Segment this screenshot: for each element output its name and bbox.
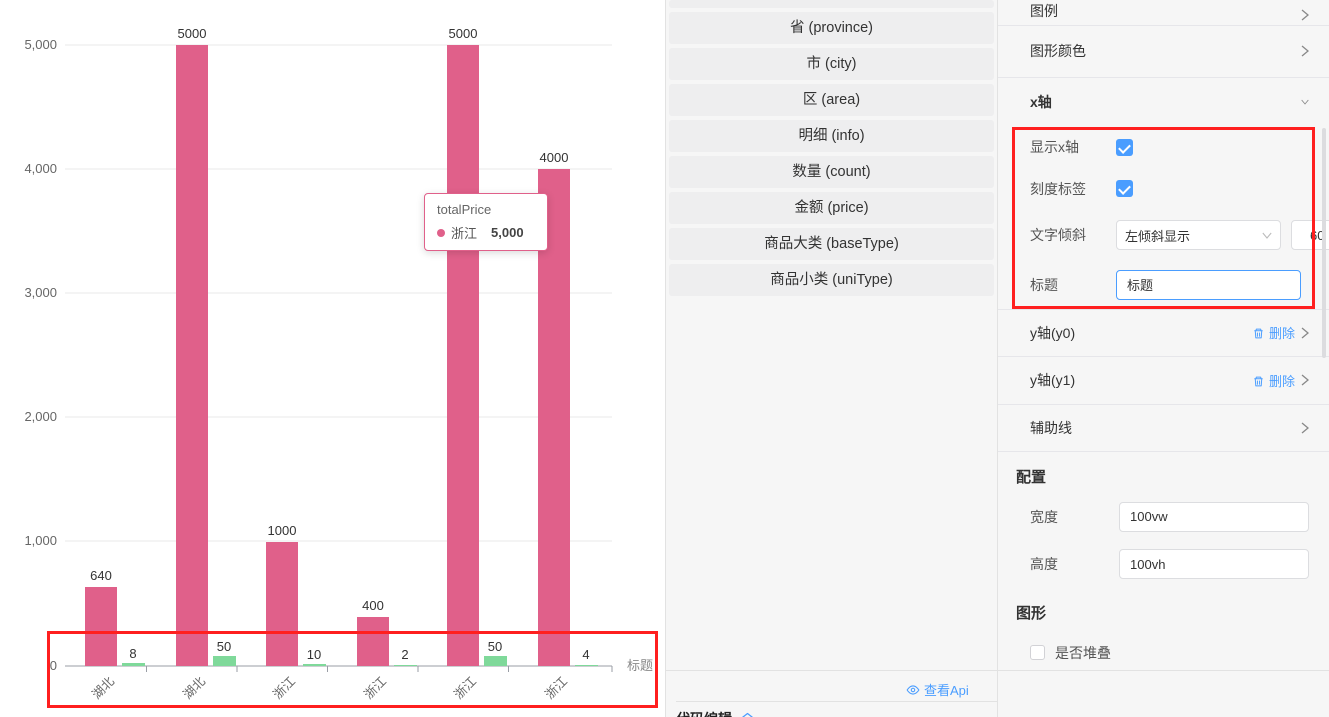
svg-text:5000: 5000: [449, 26, 478, 41]
svg-text:1000: 1000: [268, 523, 297, 538]
svg-text:1,000: 1,000: [24, 533, 57, 548]
svg-text:400: 400: [362, 598, 384, 613]
svg-text:5,000: 5,000: [24, 37, 57, 52]
svg-text:2,000: 2,000: [24, 409, 57, 424]
svg-text:4,000: 4,000: [24, 161, 57, 176]
svg-text:3,000: 3,000: [24, 285, 57, 300]
svg-text:5000: 5000: [178, 26, 207, 41]
svg-text:4000: 4000: [540, 150, 569, 165]
svg-text:640: 640: [90, 568, 112, 583]
